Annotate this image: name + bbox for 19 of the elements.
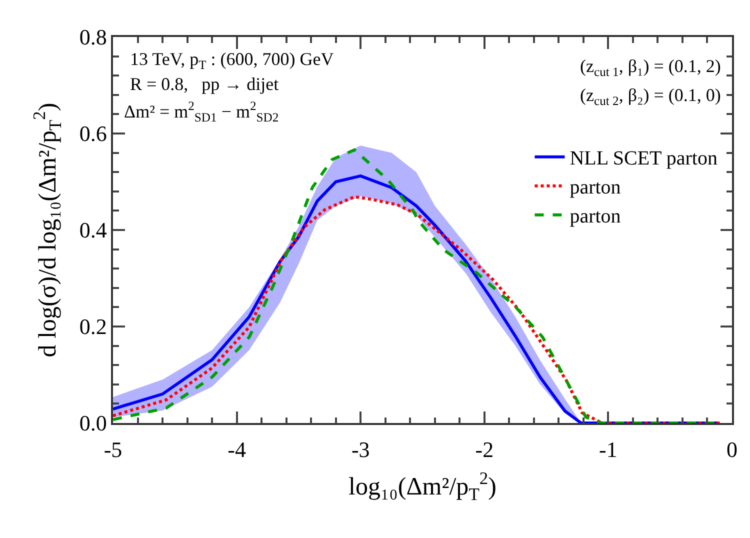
y-tick-label: 0.6	[79, 121, 107, 146]
annotation: (z$_{cut 2}$, β₂) = (0.1, 0)	[580, 85, 721, 108]
x-tick-label: -2	[475, 437, 494, 462]
x-tick-label: -5	[104, 437, 122, 462]
y-tick-label: 0.8	[79, 24, 107, 50]
annotation: (z$_{cut 1}$, β₁) = (0.1, 2)	[580, 56, 721, 79]
annotation: 13 TeV, p$_{T}$ : (600, 700) GeV	[130, 49, 334, 72]
y-tick-label: 0.0	[79, 410, 107, 436]
legend-label: parton	[570, 176, 621, 199]
x-tick-label: -3	[351, 437, 370, 462]
legend-label: NLL SCET parton	[570, 148, 718, 170]
x-tick-label: 0	[726, 437, 738, 462]
x-tick-label: -1	[599, 437, 618, 462]
x-tick-label: -4	[228, 437, 246, 462]
x-axis-title: log₁₀(Δm²/p$_{T}$$^{2}$)	[348, 468, 496, 504]
y-tick-label: 0.4	[79, 218, 107, 243]
legend-label: parton	[570, 206, 621, 228]
y-tick-label: 0.2	[79, 314, 107, 340]
annotation: R = 0.8, pp → dijet	[130, 74, 279, 94]
